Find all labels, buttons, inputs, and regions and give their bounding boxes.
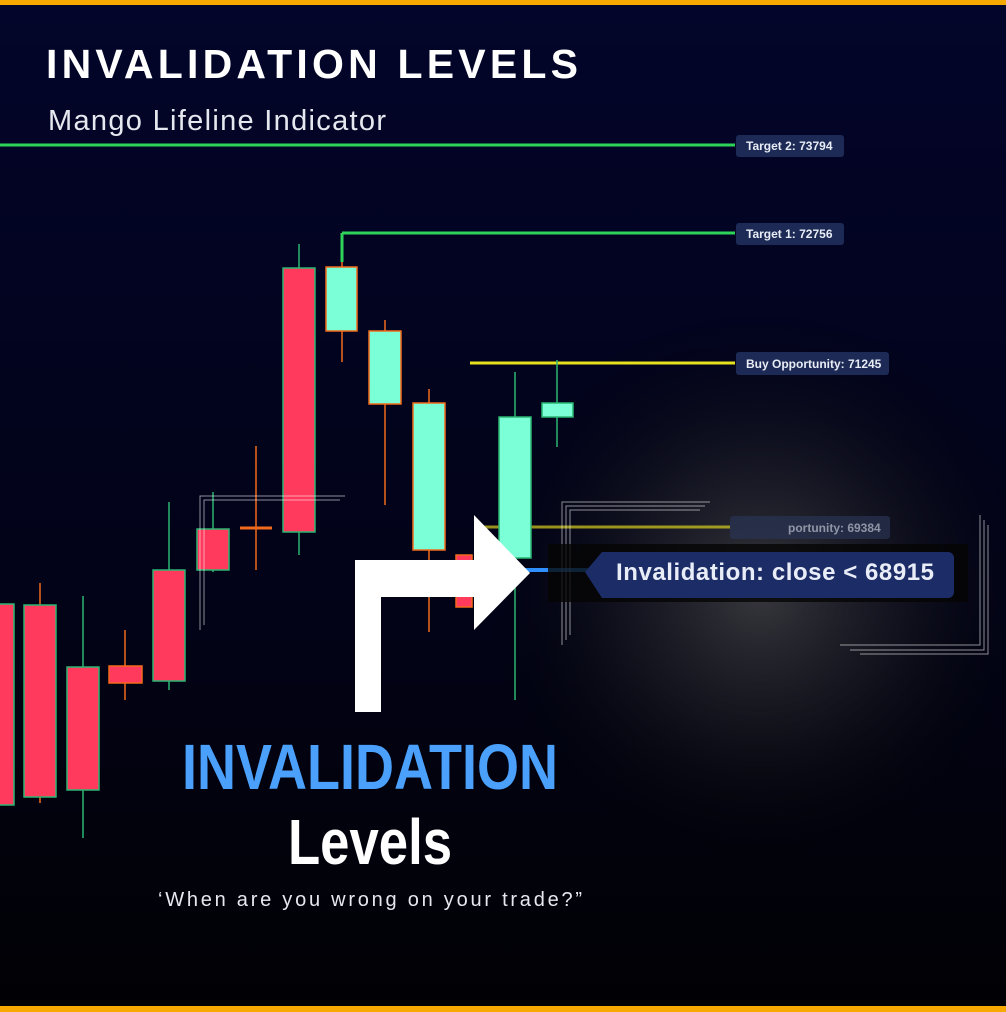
- candle: [66, 666, 100, 791]
- frame-line: [203, 499, 340, 625]
- frame-line: [199, 495, 345, 630]
- bottom-border: [0, 1006, 1006, 1012]
- label-box: [736, 223, 844, 245]
- candles: [0, 244, 574, 838]
- callout-label: Invalidation: close < 68915: [616, 559, 934, 586]
- label-box: [736, 352, 889, 375]
- frame-line: [850, 520, 985, 651]
- level-labels: Target 2: 73794 Target 1: 72756 Buy Oppo…: [730, 135, 890, 539]
- headline-sub: Levels: [288, 806, 452, 878]
- candle: [0, 603, 15, 806]
- level-label: Target 2: 73794: [746, 139, 833, 153]
- headline: INVALIDATION: [182, 731, 558, 803]
- frame-line: [860, 525, 989, 655]
- candle: [152, 569, 186, 682]
- candle: [498, 416, 532, 559]
- level-label: Target 1: 72756: [746, 227, 833, 241]
- title: INVALIDATION LEVELS: [46, 41, 578, 87]
- callout-box: [585, 552, 954, 598]
- candle: [412, 402, 446, 551]
- candle: [282, 267, 316, 533]
- candle: [325, 266, 358, 332]
- top-border: [0, 0, 1006, 5]
- label-box: [736, 135, 844, 157]
- candle: [541, 402, 574, 418]
- label-box: [730, 516, 890, 539]
- level-label: Buy Opportunity: 71245: [746, 357, 882, 371]
- arrow: [355, 515, 530, 712]
- level-label: portunity: 69384: [788, 521, 881, 535]
- candle: [108, 665, 143, 684]
- candle: [368, 330, 402, 405]
- frame-line: [840, 515, 981, 646]
- subtitle: Mango Lifeline Indicator: [48, 105, 386, 137]
- candle: [196, 528, 230, 571]
- candle: [23, 604, 57, 798]
